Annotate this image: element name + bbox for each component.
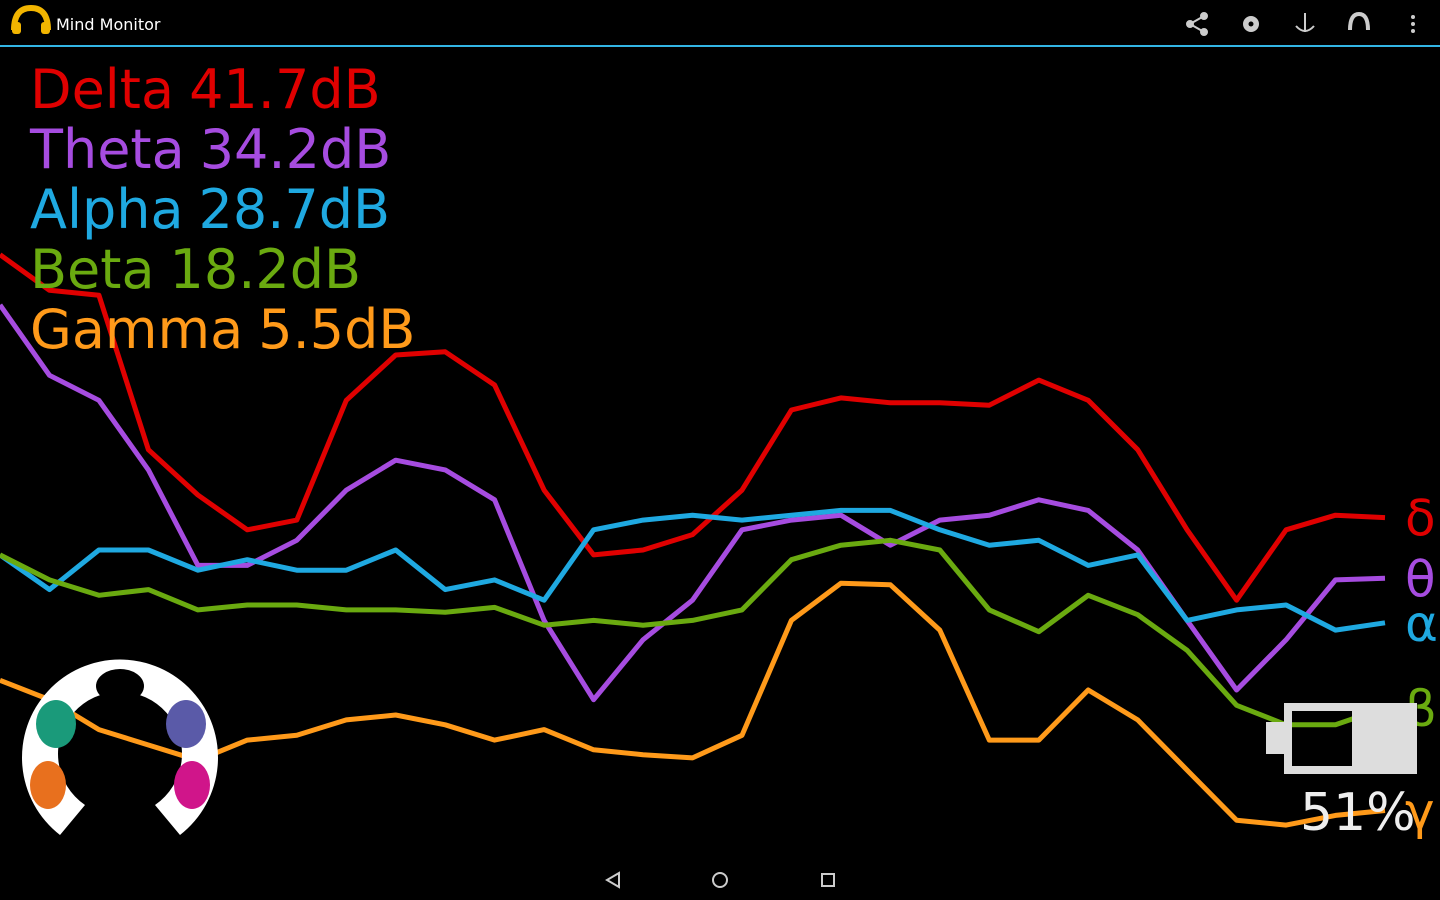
legend-entry: Beta 18.2dB — [30, 238, 361, 301]
battery: 51% — [1266, 703, 1417, 843]
legend-readout: 34.2dB — [200, 118, 392, 181]
settings-icon[interactable] — [1243, 16, 1259, 32]
legend-readout: 28.7dB — [199, 178, 391, 241]
nav-bar — [605, 871, 835, 889]
series-line — [0, 580, 1386, 828]
recents-button[interactable] — [821, 873, 835, 887]
legend-name: Gamma — [30, 298, 243, 361]
battery-level: 51% — [1300, 783, 1416, 843]
legend-readout: 5.5dB — [258, 298, 415, 361]
legend-name: Theta — [29, 118, 185, 181]
legend-readout: 41.7dB — [189, 58, 381, 121]
series-symbol: γ — [1405, 783, 1435, 841]
home-button[interactable] — [712, 872, 728, 888]
share-icon[interactable] — [1186, 12, 1208, 36]
legend-entry: Alpha 28.7dB — [30, 178, 390, 241]
series-line — [0, 507, 1386, 633]
legend-name: Alpha — [30, 178, 184, 241]
toolbar-icons — [1186, 11, 1415, 36]
headband-status — [22, 659, 219, 835]
series-line — [0, 537, 1386, 728]
series-symbol: δ — [1405, 490, 1436, 548]
app-title: Mind Monitor — [56, 15, 161, 34]
app-icon — [11, 4, 51, 34]
menu-icon[interactable] — [1411, 15, 1415, 33]
legend-entry: Gamma 5.5dB — [30, 298, 415, 361]
legend-name: Delta — [30, 58, 174, 121]
legend-name: Beta — [30, 238, 155, 301]
legend-entry: Theta 34.2dB — [29, 118, 391, 181]
legend-readout: 18.2dB — [170, 238, 362, 301]
series-symbol: α — [1405, 595, 1438, 653]
app-bar: Mind Monitor — [0, 4, 1440, 47]
app-bar-divider — [0, 45, 1440, 47]
series-line — [0, 252, 1386, 603]
headband-icon[interactable] — [1348, 11, 1370, 31]
record-icon[interactable] — [1295, 13, 1315, 32]
back-button[interactable] — [605, 871, 620, 889]
series-symbol: θ — [1405, 550, 1436, 608]
legend-entry: Delta 41.7dB — [30, 58, 381, 121]
